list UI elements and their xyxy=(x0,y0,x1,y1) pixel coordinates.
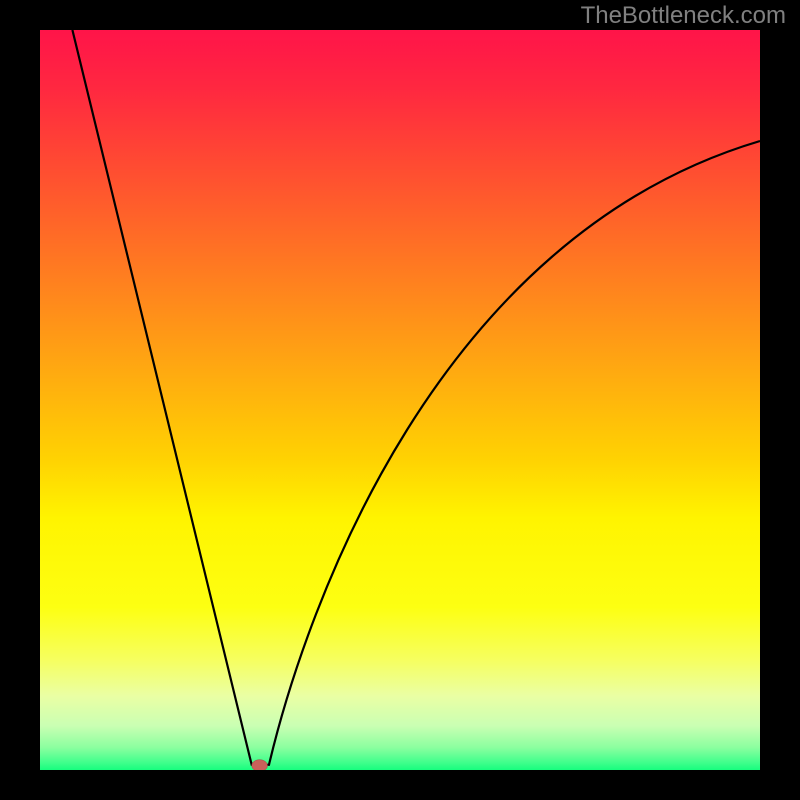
plot-area xyxy=(40,30,760,770)
plot-background xyxy=(40,30,760,770)
watermark-text: TheBottleneck.com xyxy=(581,2,786,30)
chart-svg xyxy=(40,30,760,770)
chart-container: TheBottleneck.com xyxy=(0,0,800,800)
minimum-marker xyxy=(252,760,268,770)
